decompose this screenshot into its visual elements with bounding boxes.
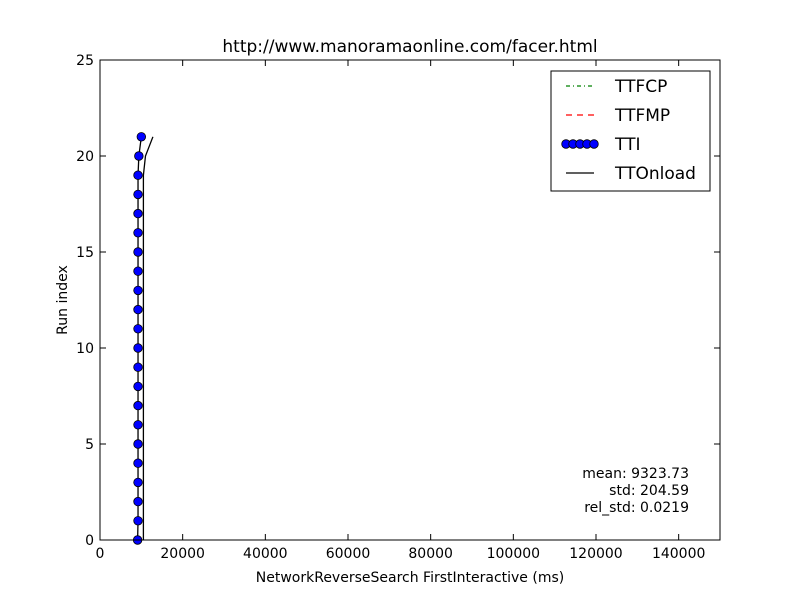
data-point-tti	[133, 400, 143, 411]
data-point-tti	[133, 516, 143, 526]
x-tick-label: 80000	[408, 546, 453, 562]
series-group	[132, 132, 154, 545]
y-tick-label: 10	[76, 341, 94, 357]
x-tick-label: 40000	[243, 546, 288, 562]
data-point-tti	[133, 285, 143, 296]
data-point-tti	[133, 343, 143, 353]
data-point-tti	[133, 458, 143, 468]
data-point-tti	[133, 170, 143, 180]
y-tick-label: 5	[85, 437, 94, 453]
data-point-tti	[133, 477, 143, 488]
data-point-tti	[133, 189, 143, 200]
y-tick-label: 20	[76, 149, 94, 165]
series-line-tti	[136, 136, 142, 541]
data-point-tti	[133, 496, 143, 507]
data-point-tti	[133, 362, 143, 372]
y-tick-label: 0	[85, 533, 94, 549]
y-axis-label: Run index	[55, 265, 71, 335]
legend-label-ttfcp: TTFCP	[614, 77, 667, 97]
data-point-tti	[133, 420, 143, 430]
data-point-tti	[133, 304, 143, 315]
y-tick-label: 15	[76, 245, 94, 261]
legend-marker-tti	[589, 139, 599, 149]
data-point-tti	[136, 132, 147, 142]
legend-box	[550, 70, 711, 192]
data-point-tti	[133, 228, 143, 238]
data-point-tti	[133, 266, 143, 276]
stats-line: std: 204.59	[609, 483, 689, 499]
x-tick-label: 20000	[160, 546, 205, 562]
series-line-ttonload	[142, 136, 154, 540]
data-point-tti	[133, 439, 143, 449]
legend: TTFCP TTFMP TTI TTOnload	[550, 70, 711, 192]
plot-frame	[99, 59, 721, 541]
x-tick-label: 120000	[569, 546, 622, 562]
data-point-tti	[133, 208, 143, 219]
legend-label-tti: TTI	[614, 135, 640, 155]
chart-title: http://www.manoramaonline.com/facer.html	[222, 37, 597, 57]
stats-line: mean: 9323.73	[582, 466, 689, 482]
data-point-tti	[133, 247, 143, 257]
x-axis-label: NetworkReverseSearch FirstInteractive (m…	[256, 570, 564, 586]
x-tick-label: 140000	[652, 546, 705, 562]
legend-label-ttonload: TTOnload	[614, 164, 696, 184]
data-point-tti	[134, 151, 144, 161]
stats-line: rel_std: 0.0219	[584, 500, 689, 516]
axis-ticks: 0 20000 40000 60000 80000 100000 120000 140000 0…	[76, 53, 720, 562]
data-point-tti	[133, 381, 143, 392]
data-point-tti	[133, 324, 143, 334]
legend-label-ttfmp: TTFMP	[614, 106, 670, 126]
x-tick-label: 0	[96, 546, 105, 562]
x-tick-label: 100000	[487, 546, 540, 562]
x-tick-label: 60000	[326, 546, 371, 562]
y-tick-label: 25	[76, 53, 94, 69]
